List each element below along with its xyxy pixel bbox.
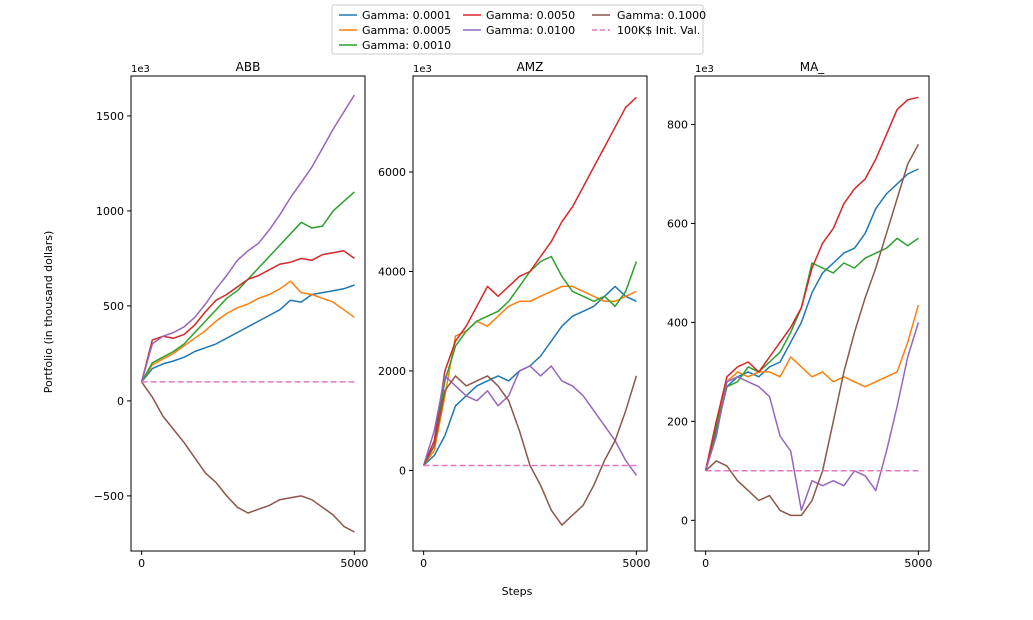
series-line xyxy=(704,168,919,471)
panel-amz: AMZ 1e3 0 5000 0 2000 4000 6000 xyxy=(378,60,650,570)
legend-entry: Gamma: 0.0005 xyxy=(339,24,451,37)
y-tick-label: 1500 xyxy=(96,110,124,123)
legend-entry: 100K$ Init. Val. xyxy=(592,24,700,37)
series-line xyxy=(140,250,355,383)
series-line xyxy=(140,381,355,533)
y-tick-label: 200 xyxy=(667,415,688,428)
panel-title: AMZ xyxy=(517,60,544,74)
y-tick-label: −500 xyxy=(94,490,124,503)
axes-frame xyxy=(694,75,930,552)
scale-label: 1e3 xyxy=(413,64,432,75)
panel-ma: MA_ 1e3 0 5000 0 200 400 600 800 xyxy=(667,60,932,570)
series-line xyxy=(422,96,637,466)
y-tick-label: 4000 xyxy=(378,265,406,278)
series-line xyxy=(422,255,638,466)
y-tick-label: 1000 xyxy=(96,205,124,218)
y-tick-label: 400 xyxy=(667,316,688,329)
axes-frame xyxy=(412,75,648,552)
scale-label: 1e3 xyxy=(695,64,714,75)
series-line xyxy=(704,304,920,471)
x-tick-label: 5000 xyxy=(904,557,932,570)
legend-label: Gamma: 0.0010 xyxy=(362,39,451,52)
legend-frame xyxy=(331,4,704,55)
panel-title: MA_ xyxy=(800,60,826,74)
x-tick-label: 0 xyxy=(420,557,427,570)
legend-entry: Gamma: 0.1000 xyxy=(592,9,706,22)
series-line xyxy=(140,280,355,383)
legend-label: Gamma: 0.0001 xyxy=(362,9,451,22)
y-tick-label: 2000 xyxy=(378,365,406,378)
axes-frame xyxy=(130,75,366,552)
series-line xyxy=(422,285,637,466)
y-tick-label: 6000 xyxy=(378,166,406,179)
series-line xyxy=(704,96,919,471)
series-line xyxy=(140,94,356,383)
scale-label: 1e3 xyxy=(131,64,150,75)
y-tick-label: 500 xyxy=(103,300,124,313)
series-line xyxy=(704,237,919,471)
legend-entry: Gamma: 0.0050 xyxy=(463,9,575,22)
x-axis-label: Steps xyxy=(502,585,533,598)
series-line xyxy=(141,284,355,383)
legend: Gamma: 0.0001 Gamma: 0.0005 Gamma: 0.001… xyxy=(331,4,706,55)
panel-abb: ABB 1e3 0 5000 −500 0 500 1000 1500 xyxy=(94,60,369,570)
panel-title: ABB xyxy=(236,60,261,74)
series-line xyxy=(704,322,920,512)
x-tick-label: 5000 xyxy=(622,557,650,570)
legend-entry: Gamma: 0.0010 xyxy=(339,39,451,52)
legend-label: Gamma: 0.1000 xyxy=(617,9,706,22)
legend-label: Gamma: 0.0050 xyxy=(486,9,575,22)
series-line xyxy=(705,143,920,517)
x-tick-label: 0 xyxy=(702,557,709,570)
legend-label: 100K$ Init. Val. xyxy=(617,24,700,37)
series-line xyxy=(422,375,638,526)
y-tick-label: 800 xyxy=(667,118,688,131)
y-axis-label: Portfolio (in thousand dollars) xyxy=(42,231,55,394)
legend-entry: Gamma: 0.0001 xyxy=(339,9,451,22)
y-tick-label: 0 xyxy=(399,464,406,477)
x-tick-label: 0 xyxy=(138,557,145,570)
y-tick-label: 0 xyxy=(117,395,124,408)
legend-label: Gamma: 0.0100 xyxy=(486,24,575,37)
y-tick-label: 600 xyxy=(667,217,688,230)
y-tick-label: 0 xyxy=(681,514,688,527)
legend-label: Gamma: 0.0005 xyxy=(362,24,451,37)
x-tick-label: 5000 xyxy=(340,557,368,570)
series-line xyxy=(422,365,638,476)
legend-entry: Gamma: 0.0100 xyxy=(463,24,575,37)
